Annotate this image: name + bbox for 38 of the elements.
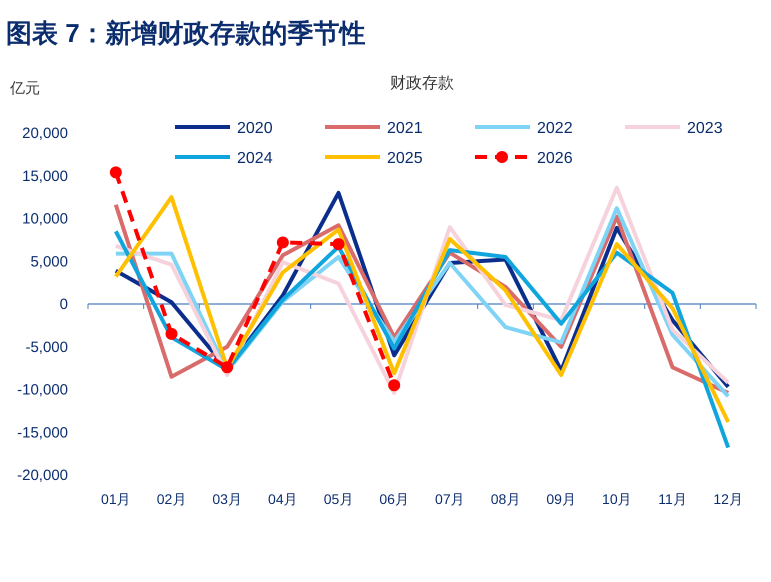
point <box>388 379 400 392</box>
chart-title: 图表 7：新增财政存款的季节性 <box>6 18 366 48</box>
y-tick-label: 0 <box>60 296 68 313</box>
x-tick-label: 03月 <box>212 491 242 507</box>
legend-label: 2024 <box>237 150 273 167</box>
chart-subtitle: 财政存款 <box>390 74 454 92</box>
x-tick-label: 11月 <box>658 491 687 507</box>
y-tick-label: -10,000 <box>17 382 68 398</box>
x-tick-label: 07月 <box>435 491 465 507</box>
point <box>110 166 122 178</box>
x-tick-label: 08月 <box>490 491 520 507</box>
y-tick-label: 20,000 <box>22 125 68 142</box>
point <box>332 238 344 250</box>
legend-label: 2021 <box>387 120 423 137</box>
y-tick-label: 15,000 <box>22 168 68 185</box>
line-series <box>114 195 730 424</box>
y-tick-label: 10,000 <box>22 210 68 228</box>
legend-label: 2025 <box>387 150 423 167</box>
y-tick-label: -15,000 <box>17 424 68 442</box>
point <box>221 361 234 374</box>
point <box>276 236 289 248</box>
x-tick-label: 05月 <box>324 491 354 507</box>
x-tick-label: 12月 <box>713 491 743 507</box>
legend-label: 2023 <box>687 120 723 137</box>
x-tick-label: 02月 <box>156 491 186 507</box>
legend-label: 2026 <box>537 150 573 167</box>
y-tick-label: 5,000 <box>30 253 68 270</box>
y-axis-title: 亿元 <box>9 80 40 97</box>
x-tick-label: 04月 <box>268 491 298 507</box>
x-tick-label: 10月 <box>602 491 632 507</box>
x-tick-label: 09月 <box>546 491 576 507</box>
x-tick-label: 01月 <box>101 491 131 507</box>
y-tick-label: -20,000 <box>17 467 68 484</box>
legend-label: 2022 <box>537 120 573 137</box>
point <box>166 328 178 340</box>
legend-label: 2020 <box>237 120 273 137</box>
x-tick-label: 06月 <box>379 491 409 507</box>
y-tick-label: -5,000 <box>25 338 68 356</box>
